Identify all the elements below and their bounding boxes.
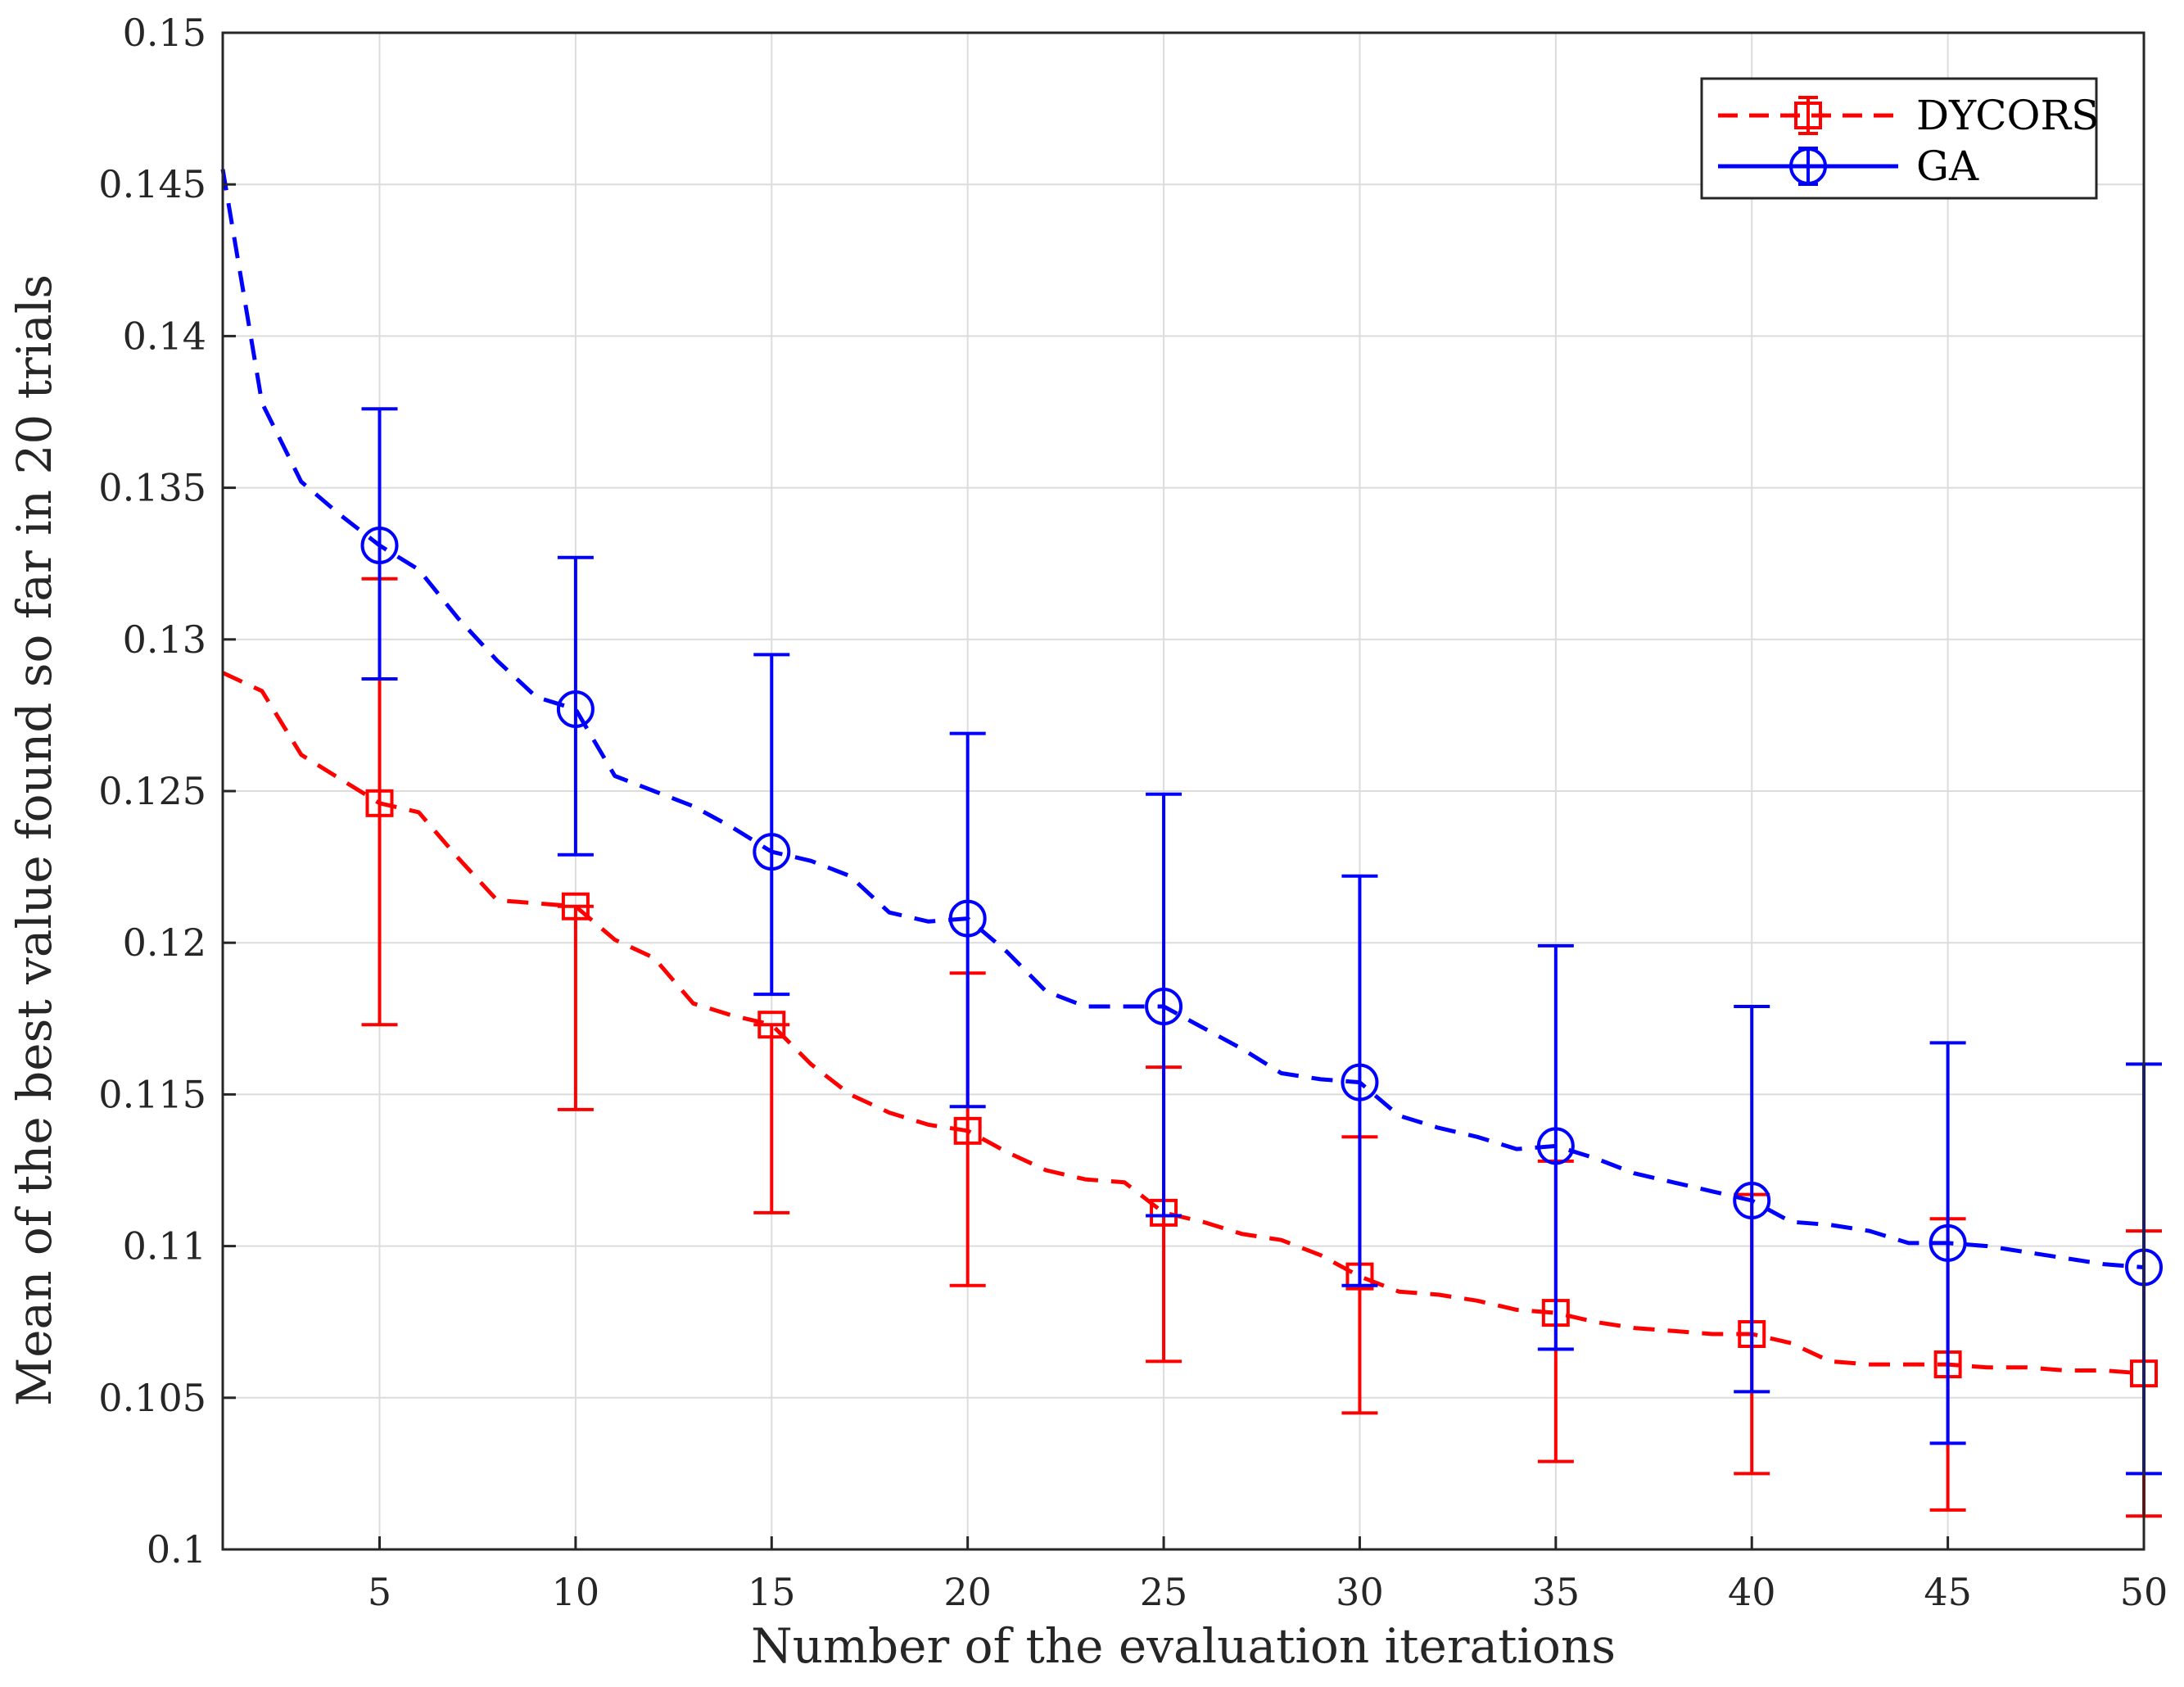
y-tick-label: 0.14	[123, 314, 206, 358]
x-tick-label: 35	[1532, 1570, 1580, 1614]
data-point-marker	[953, 1116, 982, 1145]
x-tick-label: 25	[1140, 1570, 1188, 1614]
x-tick-label: 50	[2120, 1570, 2168, 1614]
y-tick-label: 0.135	[98, 466, 206, 510]
data-point-marker	[360, 526, 399, 564]
y-tick-label: 0.115	[98, 1072, 206, 1116]
y-tick-label: 0.145	[98, 162, 206, 206]
x-tick-label: 15	[748, 1570, 796, 1614]
x-axis-title: Number of the evaluation iterations	[751, 1618, 1616, 1674]
x-tick-label: 30	[1336, 1570, 1384, 1614]
legend-label-dycors: DYCORS	[1916, 92, 2099, 139]
data-point-marker	[1536, 1127, 1575, 1165]
x-tick-label: 5	[368, 1570, 391, 1614]
y-tick-label: 0.125	[98, 769, 206, 813]
y-axis-title: Mean of the best value found so far in 2…	[7, 274, 62, 1406]
data-point-marker	[757, 1011, 786, 1039]
legend-marker-ga	[1789, 147, 1827, 185]
ticks: 5 10 15 20 25 30 35 40 45 50 0.1 0.105 0.11 0.115 0.12…	[98, 11, 2168, 1614]
y-tick-label: 0.12	[123, 920, 206, 965]
y-tick-label: 0.11	[123, 1224, 206, 1269]
data-point-marker	[1929, 1223, 1967, 1262]
legend-box	[1700, 77, 2098, 200]
legend-label-ga: GA	[1916, 142, 1979, 190]
legend-marker-dycors	[1794, 102, 1822, 129]
data-point-marker	[556, 690, 595, 728]
data-point-marker	[561, 892, 590, 920]
x-tick-label: 10	[552, 1570, 600, 1614]
data-point-marker	[1733, 1182, 1771, 1220]
x-tick-label: 45	[1924, 1570, 1972, 1614]
data-point-marker	[948, 899, 987, 938]
y-tick-label: 0.105	[98, 1376, 206, 1420]
x-tick-label: 20	[943, 1570, 992, 1614]
y-tick-label: 0.1	[147, 1527, 206, 1572]
x-tick-label: 40	[1728, 1570, 1776, 1614]
data-point-marker	[753, 833, 791, 871]
series-line	[221, 671, 2145, 1376]
series-layer	[220, 169, 2163, 1518]
data-point-marker	[1341, 1063, 1379, 1101]
data-point-marker	[365, 789, 394, 817]
y-tick-label: 0.13	[123, 617, 206, 662]
data-point-marker	[1145, 987, 1183, 1025]
y-tick-label: 0.15	[123, 11, 206, 55]
